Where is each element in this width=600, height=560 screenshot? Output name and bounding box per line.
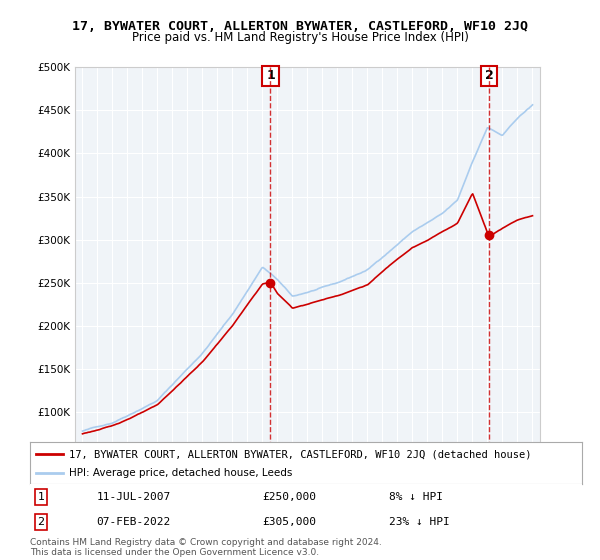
- Text: Price paid vs. HM Land Registry's House Price Index (HPI): Price paid vs. HM Land Registry's House …: [131, 31, 469, 44]
- Text: 17, BYWATER COURT, ALLERTON BYWATER, CASTLEFORD, WF10 2JQ: 17, BYWATER COURT, ALLERTON BYWATER, CAS…: [72, 20, 528, 32]
- Text: £250,000: £250,000: [262, 492, 316, 502]
- Text: 17, BYWATER COURT, ALLERTON BYWATER, CASTLEFORD, WF10 2JQ (detached house): 17, BYWATER COURT, ALLERTON BYWATER, CAS…: [68, 449, 531, 459]
- Text: 1: 1: [266, 69, 275, 82]
- Text: 8% ↓ HPI: 8% ↓ HPI: [389, 492, 443, 502]
- Text: £305,000: £305,000: [262, 517, 316, 527]
- Text: Contains HM Land Registry data © Crown copyright and database right 2024.
This d: Contains HM Land Registry data © Crown c…: [30, 538, 382, 557]
- Text: 1: 1: [38, 492, 44, 502]
- Text: 23% ↓ HPI: 23% ↓ HPI: [389, 517, 449, 527]
- Text: 11-JUL-2007: 11-JUL-2007: [96, 492, 170, 502]
- Text: 2: 2: [485, 69, 493, 82]
- Text: 2: 2: [37, 517, 44, 527]
- Text: 07-FEB-2022: 07-FEB-2022: [96, 517, 170, 527]
- Text: HPI: Average price, detached house, Leeds: HPI: Average price, detached house, Leed…: [68, 468, 292, 478]
